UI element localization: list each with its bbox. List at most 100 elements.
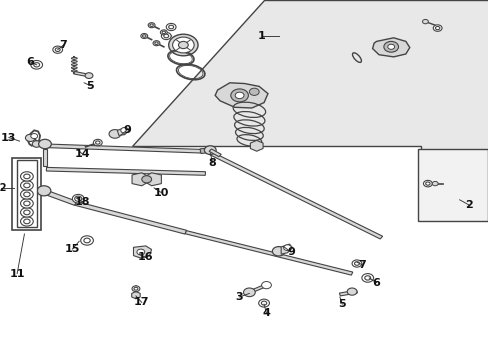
Circle shape bbox=[422, 19, 427, 24]
Circle shape bbox=[425, 182, 429, 185]
Polygon shape bbox=[281, 244, 292, 254]
Text: 15: 15 bbox=[64, 244, 80, 254]
Circle shape bbox=[235, 92, 244, 99]
Text: 7: 7 bbox=[357, 260, 365, 270]
Circle shape bbox=[20, 172, 33, 181]
Circle shape bbox=[249, 88, 259, 95]
Circle shape bbox=[178, 41, 188, 49]
Circle shape bbox=[172, 37, 194, 53]
Circle shape bbox=[283, 245, 291, 251]
Circle shape bbox=[134, 287, 138, 290]
Polygon shape bbox=[75, 202, 186, 234]
Polygon shape bbox=[250, 140, 263, 151]
Text: 8: 8 bbox=[208, 158, 216, 168]
Polygon shape bbox=[132, 173, 146, 186]
Circle shape bbox=[23, 174, 30, 179]
Polygon shape bbox=[248, 284, 267, 293]
Circle shape bbox=[53, 46, 62, 53]
Text: 6: 6 bbox=[372, 278, 380, 288]
Polygon shape bbox=[46, 167, 205, 175]
Circle shape bbox=[160, 30, 167, 35]
Circle shape bbox=[272, 247, 285, 256]
Circle shape bbox=[20, 190, 33, 199]
Circle shape bbox=[23, 192, 30, 197]
Text: 16: 16 bbox=[138, 252, 153, 262]
Text: 14: 14 bbox=[74, 149, 90, 159]
Circle shape bbox=[230, 89, 248, 102]
Ellipse shape bbox=[71, 64, 77, 66]
Ellipse shape bbox=[71, 57, 77, 59]
Circle shape bbox=[435, 26, 439, 30]
Circle shape bbox=[163, 34, 168, 38]
Polygon shape bbox=[117, 127, 128, 135]
Text: 5: 5 bbox=[86, 81, 94, 91]
Circle shape bbox=[37, 186, 51, 196]
Text: 10: 10 bbox=[153, 188, 169, 198]
Circle shape bbox=[168, 25, 173, 29]
FancyBboxPatch shape bbox=[17, 160, 37, 227]
Circle shape bbox=[261, 301, 266, 305]
Text: 5: 5 bbox=[338, 299, 346, 309]
FancyBboxPatch shape bbox=[417, 149, 487, 221]
Polygon shape bbox=[146, 173, 161, 186]
Ellipse shape bbox=[71, 60, 77, 62]
Circle shape bbox=[148, 23, 155, 28]
Circle shape bbox=[39, 139, 51, 149]
Circle shape bbox=[351, 260, 361, 267]
Text: 18: 18 bbox=[74, 197, 90, 207]
Circle shape bbox=[20, 199, 33, 208]
Circle shape bbox=[154, 42, 158, 45]
Circle shape bbox=[121, 127, 128, 133]
Circle shape bbox=[81, 236, 93, 245]
Circle shape bbox=[258, 299, 269, 307]
Circle shape bbox=[204, 146, 216, 154]
Polygon shape bbox=[215, 83, 267, 108]
Circle shape bbox=[141, 33, 147, 39]
Circle shape bbox=[31, 60, 42, 69]
Polygon shape bbox=[132, 0, 488, 220]
Text: 11: 11 bbox=[9, 269, 25, 279]
Circle shape bbox=[383, 41, 398, 52]
Circle shape bbox=[243, 288, 255, 297]
Circle shape bbox=[31, 134, 38, 139]
Polygon shape bbox=[46, 144, 200, 153]
Circle shape bbox=[95, 141, 100, 144]
Text: 4: 4 bbox=[262, 308, 270, 318]
Polygon shape bbox=[131, 292, 140, 299]
Polygon shape bbox=[185, 231, 352, 275]
Circle shape bbox=[20, 208, 33, 217]
Circle shape bbox=[354, 262, 359, 265]
Circle shape bbox=[423, 180, 431, 187]
Polygon shape bbox=[339, 290, 357, 296]
Polygon shape bbox=[200, 148, 210, 153]
Circle shape bbox=[109, 130, 121, 138]
Polygon shape bbox=[45, 191, 77, 205]
FancyBboxPatch shape bbox=[12, 158, 41, 230]
Polygon shape bbox=[372, 38, 409, 57]
Circle shape bbox=[25, 134, 35, 141]
Text: 9: 9 bbox=[123, 125, 131, 135]
Text: 12: 12 bbox=[0, 183, 8, 193]
Circle shape bbox=[34, 63, 40, 67]
Circle shape bbox=[23, 183, 30, 188]
Polygon shape bbox=[74, 72, 89, 77]
Circle shape bbox=[364, 276, 370, 280]
Circle shape bbox=[149, 24, 153, 27]
Circle shape bbox=[431, 181, 437, 186]
Circle shape bbox=[153, 41, 160, 46]
Circle shape bbox=[75, 196, 81, 201]
Circle shape bbox=[162, 31, 165, 33]
Circle shape bbox=[261, 282, 271, 289]
Circle shape bbox=[20, 181, 33, 190]
Polygon shape bbox=[208, 152, 382, 239]
Circle shape bbox=[387, 44, 394, 49]
Text: 13: 13 bbox=[1, 132, 17, 143]
Circle shape bbox=[23, 201, 30, 206]
Circle shape bbox=[84, 238, 90, 243]
Text: 9: 9 bbox=[286, 247, 294, 257]
Circle shape bbox=[20, 217, 33, 226]
Text: 3: 3 bbox=[235, 292, 243, 302]
Circle shape bbox=[346, 288, 356, 295]
Text: 2: 2 bbox=[465, 200, 472, 210]
Ellipse shape bbox=[71, 67, 77, 69]
